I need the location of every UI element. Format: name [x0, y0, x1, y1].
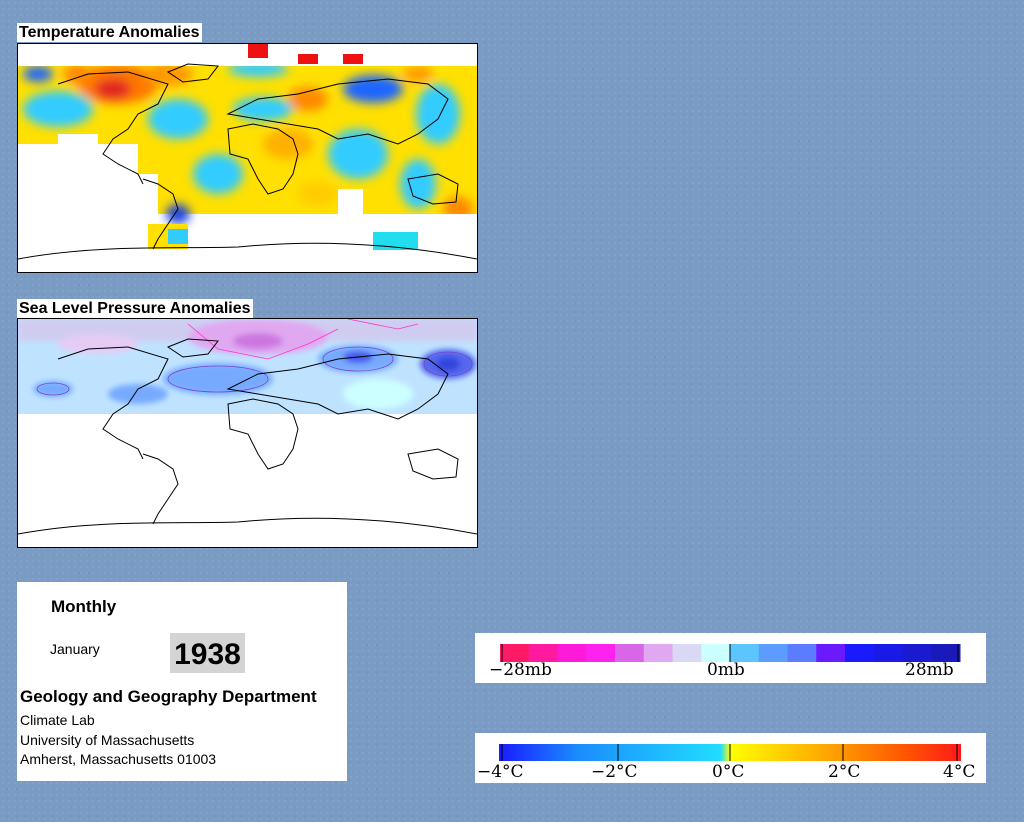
info-panel: Monthly January 1938 Geology and Geograp… [17, 582, 347, 781]
pressure-min-label: −28mb [489, 660, 552, 680]
temp-label-0: 0°C [712, 762, 745, 782]
temperature-map-title: Temperature Anomalies [17, 23, 202, 42]
pressure-swatch [701, 644, 731, 662]
pressure-swatch [931, 644, 961, 662]
pressure-swatch [615, 644, 645, 662]
pressure-legend: −28mb 0mb 28mb [475, 633, 986, 683]
temp-label-minus4: −4°C [477, 762, 524, 782]
pressure-swatch [845, 644, 875, 662]
pressure-swatch [902, 644, 932, 662]
temp-label-4: 4°C [943, 762, 976, 782]
temperature-color-bar [499, 744, 961, 761]
pressure-swatch [873, 644, 903, 662]
pressure-max-label: 28mb [905, 660, 954, 680]
temp-label-2: 2°C [828, 762, 861, 782]
pressure-color-bar [500, 644, 961, 662]
frequency-label: Monthly [51, 597, 117, 616]
address-line: Amherst, Massachusetts 01003 [20, 751, 217, 767]
temperature-legend: −4°C −2°C 0°C 2°C 4°C [475, 733, 986, 783]
pressure-swatch [586, 644, 616, 662]
pressure-swatch [758, 644, 788, 662]
month-label: January [50, 641, 100, 657]
temperature-anomaly-map [17, 43, 478, 273]
pressure-map-title: Sea Level Pressure Anomalies [17, 299, 253, 318]
pressure-anomaly-map [17, 318, 478, 548]
pressure-zero-label: 0mb [707, 660, 745, 680]
pressure-swatch [643, 644, 673, 662]
pressure-swatch [730, 644, 760, 662]
temp-label-minus2: −2°C [591, 762, 638, 782]
pressure-swatch [528, 644, 558, 662]
year-display: 1938 [170, 633, 245, 673]
pressure-swatch [816, 644, 846, 662]
lab-name: Climate Lab [20, 712, 95, 728]
pressure-swatch [672, 644, 702, 662]
pressure-swatch [787, 644, 817, 662]
pressure-swatch [500, 644, 530, 662]
pressure-swatch [557, 644, 587, 662]
university-name: University of Massachusetts [20, 732, 195, 748]
department-name: Geology and Geography Department [20, 687, 317, 706]
